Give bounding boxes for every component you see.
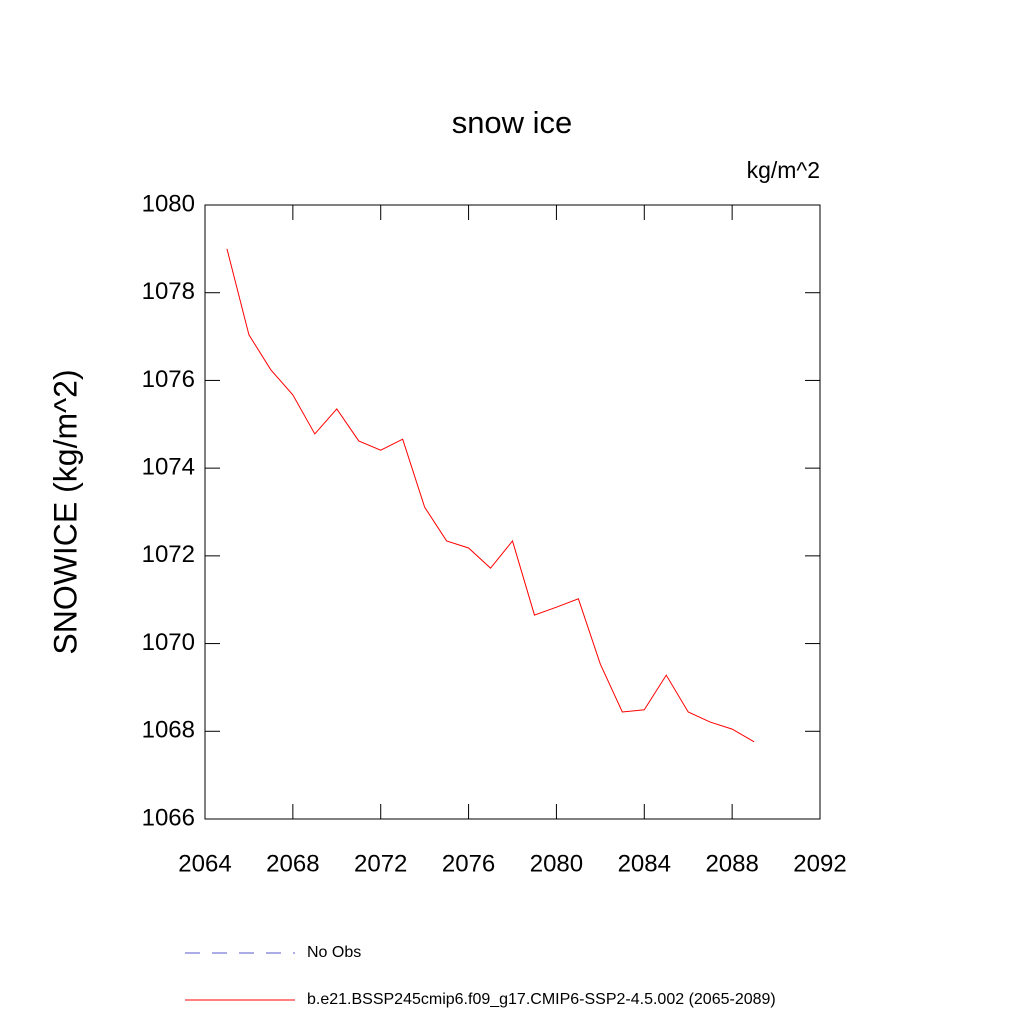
x-tick-label: 2064 (178, 850, 231, 877)
units-label: kg/m^2 (747, 157, 820, 183)
y-tick-label: 1072 (142, 541, 195, 568)
x-tick-label: 2076 (442, 850, 495, 877)
legend-label: No Obs (307, 944, 361, 961)
legend-label: b.e21.BSSP245cmip6.f09_g17.CMIP6-SSP2-4.… (307, 991, 776, 1008)
y-tick-label: 1074 (142, 453, 195, 480)
plot-frame (204, 204, 821, 820)
y-tick-label: 1070 (142, 629, 195, 656)
y-tick-label: 1068 (142, 717, 195, 744)
y-tick-label: 1076 (142, 366, 195, 393)
y-axis-label: SNOWICE (kg/m^2) (47, 369, 83, 654)
x-tick-label: 2084 (618, 850, 671, 877)
y-tick-label: 1078 (142, 278, 195, 305)
x-tick-label: 2080 (530, 850, 583, 877)
x-tick-label: 2088 (705, 850, 758, 877)
y-tick-label: 1066 (142, 804, 195, 831)
x-tick-label: 2072 (354, 850, 407, 877)
chart-title: snow ice (452, 105, 573, 140)
x-tick-label: 2068 (266, 850, 319, 877)
y-tick-label: 1080 (142, 190, 195, 217)
x-tick-label: 2092 (793, 850, 846, 877)
data-line (226, 248, 755, 743)
